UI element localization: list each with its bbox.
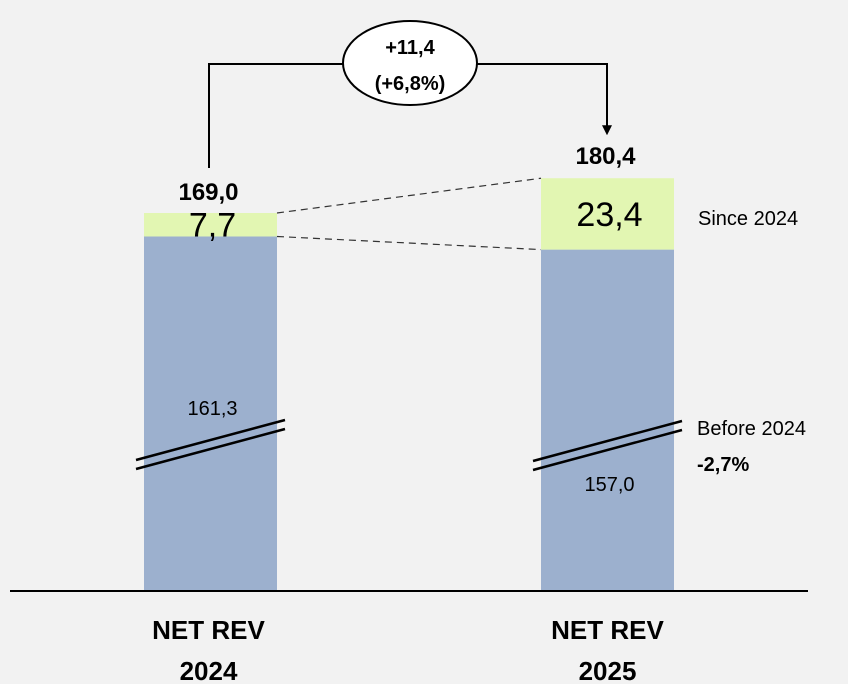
axis-break-slash [532,428,683,472]
before-value-label-2025: 157,0 [584,474,634,496]
category-label-2024-line1: NET REV [152,615,265,645]
legend-before: Before 2024 [697,418,806,440]
since-value-label-2024: 7,7 [189,207,236,245]
connector-mid [276,235,542,251]
before-change-label: -2,7% [697,454,749,476]
category-label-2025-line2: 2025 [579,656,637,684]
axis-break-slash [135,427,286,471]
bar-since-2024 [144,213,277,237]
axis-break-2025 [532,419,683,472]
total-label-2025: 180,4 [575,143,636,170]
category-label-2025-line1: NET REV [551,615,664,645]
bar-before-2024 [144,236,277,592]
axis-break-slash [532,419,683,463]
connector-top [276,177,542,214]
change-percent-label: (+6,8%) [375,73,446,95]
category-label-2024-line2: 2024 [180,656,238,684]
legend-since: Since 2024 [698,208,798,230]
change-bubble [342,20,478,106]
axis-break-slash [135,418,286,462]
change-bracket-left [208,63,345,168]
change-bracket-right [475,63,612,136]
bar-since-2025 [541,178,674,250]
before-value-label-2024: 161,3 [187,398,237,420]
axis-break-2024 [135,418,286,471]
change-value-label: +11,4 [385,37,435,59]
bar-before-2025 [541,249,674,591]
since-value-label-2025: 23,4 [576,196,642,234]
total-label-2024: 169,0 [178,179,238,206]
